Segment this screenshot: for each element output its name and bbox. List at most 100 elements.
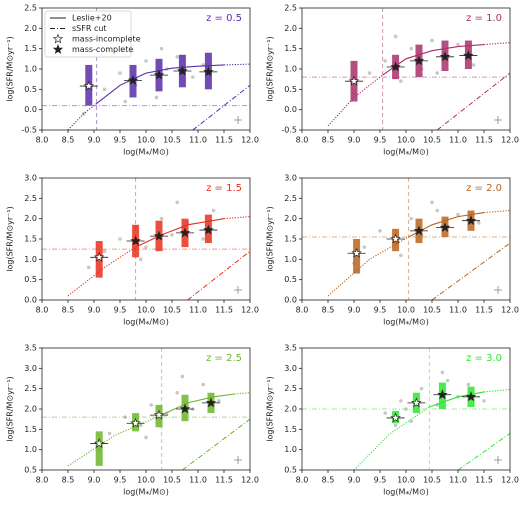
y-tick-label: 1.0 [284, 445, 297, 454]
x-tick-label: 9.5 [374, 476, 387, 485]
galaxy-point [139, 257, 143, 262]
y-tick-label: 2.0 [284, 24, 297, 33]
y-axis-label: log(SFR/M⊙yr⁻¹) [266, 36, 275, 101]
y-tick-label: 0.5 [24, 275, 37, 284]
y-tick-label: -0.5 [281, 126, 297, 135]
galaxy-point [378, 229, 382, 233]
x-tick-label: 8.5 [322, 306, 335, 315]
x-tick-label: 9.0 [348, 306, 361, 315]
galaxy-point [175, 200, 179, 205]
x-tick-label: 8.5 [62, 306, 75, 315]
x-tick-label: 8.0 [36, 306, 49, 315]
y-axis-label: log(SFR/M⊙yr⁻¹) [6, 376, 15, 441]
x-tick-label: 8.5 [62, 476, 75, 485]
galaxy-point [456, 42, 460, 47]
galaxy-point [399, 253, 403, 258]
leslie-curve [483, 209, 510, 214]
y-tick-label: 3.0 [284, 364, 297, 373]
x-tick-label: 9.0 [348, 476, 361, 485]
leslie-curve [223, 63, 250, 66]
x-tick-label: 11.0 [449, 306, 467, 315]
x-tick-label: 9.0 [88, 476, 101, 485]
star-complete [153, 69, 165, 80]
y-tick-label: 1.5 [284, 235, 297, 244]
x-tick-label: 12.0 [501, 476, 519, 485]
leslie-curve [161, 393, 235, 416]
plot-frame [41, 177, 251, 301]
galaxy-point [393, 34, 398, 39]
galaxy-point [419, 386, 424, 391]
x-tick-label: 9.5 [374, 136, 387, 145]
leslie-curve [67, 414, 162, 467]
panel-title: z = 1.5 [206, 183, 242, 194]
galaxy-point [201, 382, 205, 387]
y-tick-label: 2.5 [24, 194, 37, 203]
star-complete [437, 389, 448, 400]
y-tick-label: 0.0 [24, 105, 37, 114]
x-tick-label: 10.5 [423, 476, 441, 485]
ssfr-cut [457, 432, 510, 470]
galaxy-point [393, 423, 398, 428]
panel-title: z = 2.5 [206, 353, 242, 364]
plot-area [302, 178, 510, 300]
x-tick-label: 9.5 [114, 136, 127, 145]
y-tick-label: 1.0 [24, 255, 37, 264]
panel-title: z = 2.0 [466, 183, 502, 194]
galaxy-point [471, 63, 476, 67]
plot-area [42, 178, 250, 300]
x-tick-label: 12.0 [241, 476, 259, 485]
x-axis-label: log(M⁎/M⊙) [383, 148, 429, 157]
x-tick-label: 8.5 [322, 136, 335, 145]
y-axis-label: log(SFR/M⊙yr⁻¹) [6, 36, 15, 101]
x-tick-label: 11.5 [215, 136, 233, 145]
star-complete [413, 225, 425, 236]
star-complete [130, 235, 141, 246]
x-tick-label: 10.5 [423, 306, 441, 315]
plot-area [42, 348, 250, 470]
y-tick-label: 2.0 [284, 214, 297, 223]
x-tick-label: 10.0 [137, 306, 155, 315]
galaxy-point [118, 71, 122, 75]
galaxy-point [211, 208, 216, 213]
ssfr-cut [187, 250, 250, 300]
star-complete [465, 391, 477, 402]
plot-frame [301, 347, 511, 471]
y-tick-label: 2.5 [284, 384, 297, 393]
star-complete [177, 65, 188, 76]
x-tick-label: 9.5 [114, 306, 127, 315]
y-tick-label: 2.5 [24, 4, 37, 13]
x-tick-label: 10.0 [397, 306, 415, 315]
x-tick-label: 9.5 [114, 476, 127, 485]
y-tick-label: 2.0 [24, 24, 37, 33]
galaxy-point [170, 233, 174, 237]
x-tick-label: 9.0 [88, 306, 101, 315]
star-complete [179, 227, 191, 238]
y-tick-label: 3.0 [24, 174, 37, 183]
galaxy-point [440, 370, 445, 375]
leslie-curve [223, 216, 250, 220]
plot-area [302, 8, 510, 130]
star-complete [390, 61, 401, 72]
y-tick-label: 1.0 [24, 445, 37, 454]
y-tick-label: 3.5 [284, 344, 297, 353]
y-tick-label: 2.0 [284, 405, 297, 414]
x-tick-label: 11.0 [189, 476, 207, 485]
x-tick-label: 8.5 [322, 476, 335, 485]
galaxy-point [118, 237, 122, 241]
plot-area [302, 348, 510, 470]
x-tick-label: 8.0 [296, 306, 309, 315]
galaxy-point [175, 55, 179, 59]
star-complete [205, 397, 217, 408]
x-tick-label: 10.0 [397, 136, 415, 145]
x-tick-label: 12.0 [501, 306, 519, 315]
y-tick-label: 2.5 [284, 4, 297, 13]
star-complete [465, 215, 477, 226]
star-complete [463, 50, 474, 61]
star-incomplete [83, 80, 95, 91]
x-tick-label: 11.5 [475, 306, 493, 315]
galaxy-point [144, 59, 148, 63]
y-tick-label: 2.5 [284, 194, 297, 203]
galaxy-point [175, 390, 179, 395]
leslie-curve [234, 392, 250, 395]
